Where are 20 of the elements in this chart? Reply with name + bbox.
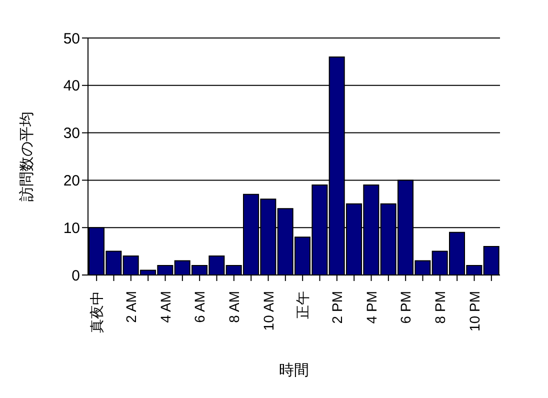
x-tick-label: 10 AM bbox=[260, 291, 276, 331]
x-tick-label: 4 AM bbox=[157, 291, 174, 323]
x-tick-label: 真夜中 bbox=[88, 291, 105, 333]
y-tick-label: 10 bbox=[63, 220, 80, 237]
y-tick-label: 30 bbox=[63, 125, 80, 142]
x-tick-label: 8 AM bbox=[226, 291, 242, 323]
x-tick-label: 2 AM bbox=[122, 291, 139, 323]
y-tick-label: 50 bbox=[63, 30, 80, 48]
y-tick-label: 0 bbox=[72, 267, 80, 284]
x-tick-label: 6 PM bbox=[398, 291, 414, 324]
y-tick-label: 40 bbox=[63, 78, 80, 95]
x-tick-label: 4 PM bbox=[363, 291, 380, 324]
x-tick-label: 6 AM bbox=[192, 291, 208, 323]
x-tick-label: 正午 bbox=[294, 291, 311, 319]
x-tick-label: 2 PM bbox=[328, 291, 345, 324]
x-axis-title: 時間 bbox=[279, 362, 309, 379]
x-tick-label: 10 PM bbox=[466, 291, 482, 332]
x-tick-label: 8 PM bbox=[432, 291, 448, 324]
y-tick-label: 20 bbox=[63, 172, 80, 190]
y-axis-title: 訪問数の平均 bbox=[18, 112, 36, 202]
